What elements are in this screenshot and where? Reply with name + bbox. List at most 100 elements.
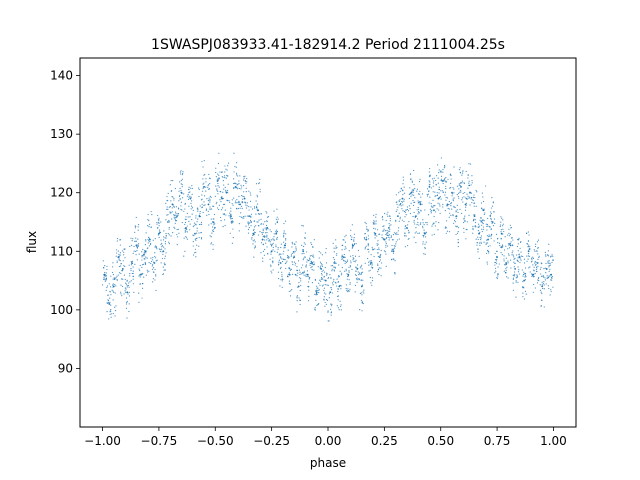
data-point-cloud [354, 291, 356, 293]
data-point-cloud [299, 271, 301, 273]
data-point-cloud [503, 260, 505, 262]
data-point-cloud [262, 260, 264, 262]
data-point-cloud [227, 191, 229, 193]
data-point-cloud [276, 216, 278, 218]
data-point-cloud [360, 273, 363, 275]
data-point-cloud [265, 232, 267, 234]
data-point-cloud [185, 218, 187, 221]
data-point-cloud [320, 252, 322, 254]
data-point-cloud [360, 266, 362, 268]
data-point-cloud [191, 218, 193, 221]
data-point-cloud [325, 247, 327, 250]
data-point-cloud [490, 234, 493, 236]
data-point-cloud [242, 185, 245, 187]
data-point-cloud [403, 192, 406, 194]
data-point-cloud [306, 251, 308, 253]
data-point-cloud [514, 271, 516, 273]
data-point-cloud [273, 210, 275, 212]
data-point-cloud [101, 284, 104, 286]
data-point-cloud [280, 266, 282, 268]
data-point-cloud [154, 238, 156, 240]
data-point-cloud [437, 202, 439, 204]
data-point-cloud [434, 191, 436, 193]
data-point-cloud [458, 183, 460, 185]
data-point-cloud [172, 214, 175, 216]
data-point-cloud [468, 180, 470, 182]
data-point-cloud [404, 216, 406, 218]
data-point-cloud [217, 190, 219, 192]
data-point-cloud [230, 218, 232, 220]
data-point-cloud [412, 200, 414, 202]
data-point-cloud [492, 224, 495, 227]
data-point-cloud [205, 181, 207, 183]
data-point-cloud [469, 163, 472, 165]
data-point-cloud [380, 254, 382, 256]
data-point-cloud [215, 171, 217, 174]
data-point-cloud [334, 261, 336, 263]
data-point-cloud [412, 215, 414, 218]
data-point-cloud [457, 195, 459, 198]
data-point-cloud [154, 255, 156, 258]
data-point-cloud [533, 283, 535, 286]
data-point-cloud [421, 203, 423, 205]
data-point-cloud [323, 296, 325, 298]
data-point-cloud [281, 274, 283, 276]
y-tick-label: 130 [50, 127, 73, 141]
data-point-cloud [480, 224, 483, 226]
data-point-cloud [134, 240, 136, 243]
data-point-cloud [244, 215, 246, 217]
data-point-cloud [361, 310, 363, 312]
data-point-cloud [174, 187, 176, 190]
x-tick-label: 1.00 [540, 434, 567, 448]
data-point-cloud [465, 202, 468, 204]
data-point-cloud [534, 261, 536, 263]
data-point-cloud [186, 231, 188, 233]
data-point-cloud [317, 266, 319, 268]
data-point-cloud [351, 236, 353, 238]
data-point-cloud [378, 233, 380, 235]
data-point-cloud [337, 307, 340, 309]
data-point-cloud [517, 238, 519, 241]
data-point-cloud [335, 239, 337, 241]
data-point-cloud [180, 189, 182, 192]
data-point-cloud [440, 175, 443, 177]
data-point-cloud [385, 241, 387, 243]
data-point-cloud [440, 171, 442, 173]
data-point-cloud [231, 203, 233, 205]
data-point-cloud [176, 244, 178, 246]
data-point-cloud [379, 259, 382, 261]
data-point-cloud [302, 273, 304, 275]
data-point-cloud [463, 182, 465, 184]
data-point-cloud [474, 221, 477, 224]
data-point-cloud [289, 269, 291, 272]
data-point-cloud [137, 245, 139, 247]
data-point-cloud [312, 246, 314, 248]
data-point-cloud [373, 227, 375, 229]
data-point-cloud [232, 228, 234, 230]
data-point-cloud [333, 262, 335, 264]
data-point-cloud [448, 231, 451, 233]
data-point-cloud [198, 195, 200, 198]
data-point-cloud [340, 284, 342, 287]
data-point-cloud [349, 283, 351, 285]
data-point-cloud [259, 188, 261, 190]
data-point-cloud [192, 241, 194, 243]
data-point-cloud [513, 275, 515, 277]
data-point-cloud [408, 205, 410, 207]
data-point-cloud [389, 225, 391, 227]
data-point-cloud [468, 197, 470, 199]
y-tick-label: 120 [50, 186, 73, 200]
data-point-cloud [131, 262, 134, 265]
data-point-cloud [389, 215, 391, 217]
data-point-cloud [210, 208, 213, 210]
data-point-cloud [508, 235, 510, 237]
data-point-cloud [254, 246, 257, 248]
data-point-cloud [307, 275, 309, 278]
data-point-cloud [174, 216, 177, 218]
data-point-cloud [403, 186, 405, 188]
data-point-cloud [310, 261, 313, 263]
data-point-cloud [245, 182, 247, 184]
data-point-cloud [469, 204, 471, 206]
data-point-cloud [531, 273, 533, 275]
data-point-cloud [496, 255, 498, 258]
